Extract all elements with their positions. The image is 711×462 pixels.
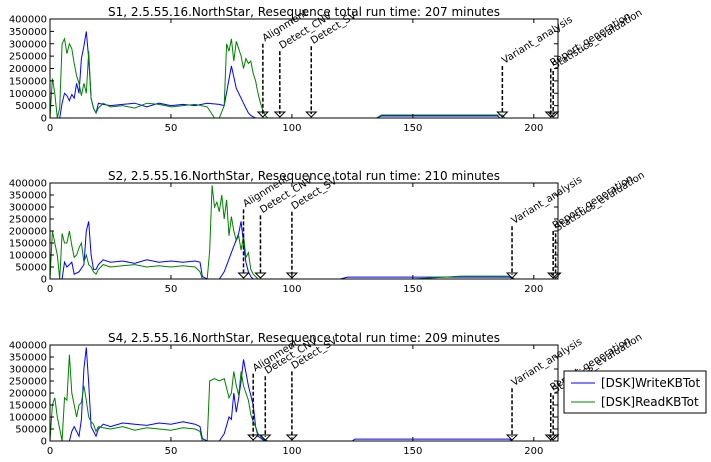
subplot-title: S2, 2.5.55.16.NorthStar, Resequence tota…	[108, 169, 500, 183]
subplot-1: S1, 2.5.55.16.NorthStar, Resequence tota…	[9, 5, 645, 134]
series-line-write	[50, 31, 558, 118]
y-tick-label: 100000	[9, 251, 47, 262]
series-line-write	[50, 347, 558, 441]
x-tick-label: 0	[47, 123, 53, 134]
annotation-arrowhead	[254, 272, 267, 279]
annotation-arrowhead	[505, 434, 519, 441]
y-tick-label: 300000	[9, 203, 47, 214]
y-tick-label: 250000	[9, 52, 47, 63]
legend-box	[563, 370, 707, 414]
annotation-arrowhead	[273, 111, 287, 118]
legend-label: [DSK]WriteKBTot	[601, 376, 701, 390]
series-line-read	[50, 354, 558, 441]
subplot-2: S2, 2.5.55.16.NorthStar, Resequence tota…	[9, 169, 647, 295]
y-tick-label: 350000	[9, 191, 47, 202]
x-tick-label: 50	[165, 446, 178, 457]
y-tick-label: 400000	[9, 341, 47, 352]
y-tick-label: 300000	[9, 365, 47, 376]
y-tick-label: 350000	[9, 27, 47, 38]
annotation-arrowhead	[246, 434, 260, 441]
y-tick-label: 50000	[15, 101, 47, 112]
annotation-arrowhead	[256, 111, 270, 118]
y-tick-label: 400000	[9, 179, 47, 190]
annotation-arrowhead	[546, 434, 560, 441]
subplot-3: S4, 2.5.55.16.NorthStar, Resequence tota…	[9, 331, 645, 457]
y-tick-label: 400000	[9, 15, 47, 26]
annotation-variant-analysis: Variant_analysis	[505, 175, 584, 279]
x-tick-label: 50	[165, 123, 178, 134]
y-tick-label: 100000	[9, 413, 47, 424]
y-tick-label: 350000	[9, 353, 47, 364]
x-tick-label: 150	[403, 123, 422, 134]
annotation-arrowhead	[546, 111, 560, 118]
x-tick-label: 0	[47, 284, 53, 295]
annotation-alignment: Alignment	[256, 8, 310, 118]
subplot-title: S4, 2.5.55.16.NorthStar, Resequence tota…	[108, 331, 500, 345]
legend: [DSK]WriteKBTot [DSK]ReadKBTot	[563, 370, 707, 414]
y-tick-label: 50000	[15, 425, 47, 436]
annotation-arrowhead	[505, 272, 519, 279]
y-tick-label: 200000	[9, 227, 47, 238]
x-tick-label: 150	[403, 446, 422, 457]
subplot-title: S1, 2.5.55.16.NorthStar, Resequence tota…	[108, 5, 500, 19]
y-tick-label: 200000	[9, 64, 47, 75]
annotation-arrowhead	[237, 272, 250, 279]
y-tick-label: 0	[41, 437, 47, 448]
y-tick-label: 0	[41, 275, 47, 286]
annotation-arrowhead	[305, 111, 318, 118]
annotation-label: Statistics_evaluation	[553, 170, 646, 234]
x-tick-label: 150	[403, 284, 422, 295]
x-tick-label: 200	[524, 123, 543, 134]
x-tick-label: 200	[524, 446, 543, 457]
x-tick-label: 200	[524, 284, 543, 295]
x-tick-label: 100	[282, 123, 301, 134]
y-tick-label: 150000	[9, 401, 47, 412]
y-tick-label: 0	[41, 114, 47, 125]
series-line-write	[50, 221, 558, 279]
y-tick-label: 300000	[9, 39, 47, 50]
annotation-arrowhead	[285, 272, 299, 279]
legend-label: [DSK]ReadKBTot	[601, 395, 699, 409]
annotation-arrowhead	[285, 434, 299, 441]
y-tick-label: 150000	[9, 76, 47, 87]
y-tick-label: 50000	[15, 263, 47, 274]
y-tick-label: 200000	[9, 389, 47, 400]
annotation-arrowhead	[496, 111, 509, 118]
series-line-read	[50, 37, 558, 118]
x-tick-label: 100	[282, 446, 301, 457]
y-tick-label: 100000	[9, 89, 47, 100]
x-tick-label: 50	[165, 284, 178, 295]
x-tick-label: 100	[282, 284, 301, 295]
x-tick-label: 0	[47, 446, 53, 457]
series-line-read	[50, 185, 558, 279]
y-tick-label: 150000	[9, 239, 47, 250]
annotation-arrowhead	[259, 434, 272, 441]
y-tick-label: 250000	[9, 377, 47, 388]
y-tick-label: 250000	[9, 215, 47, 226]
